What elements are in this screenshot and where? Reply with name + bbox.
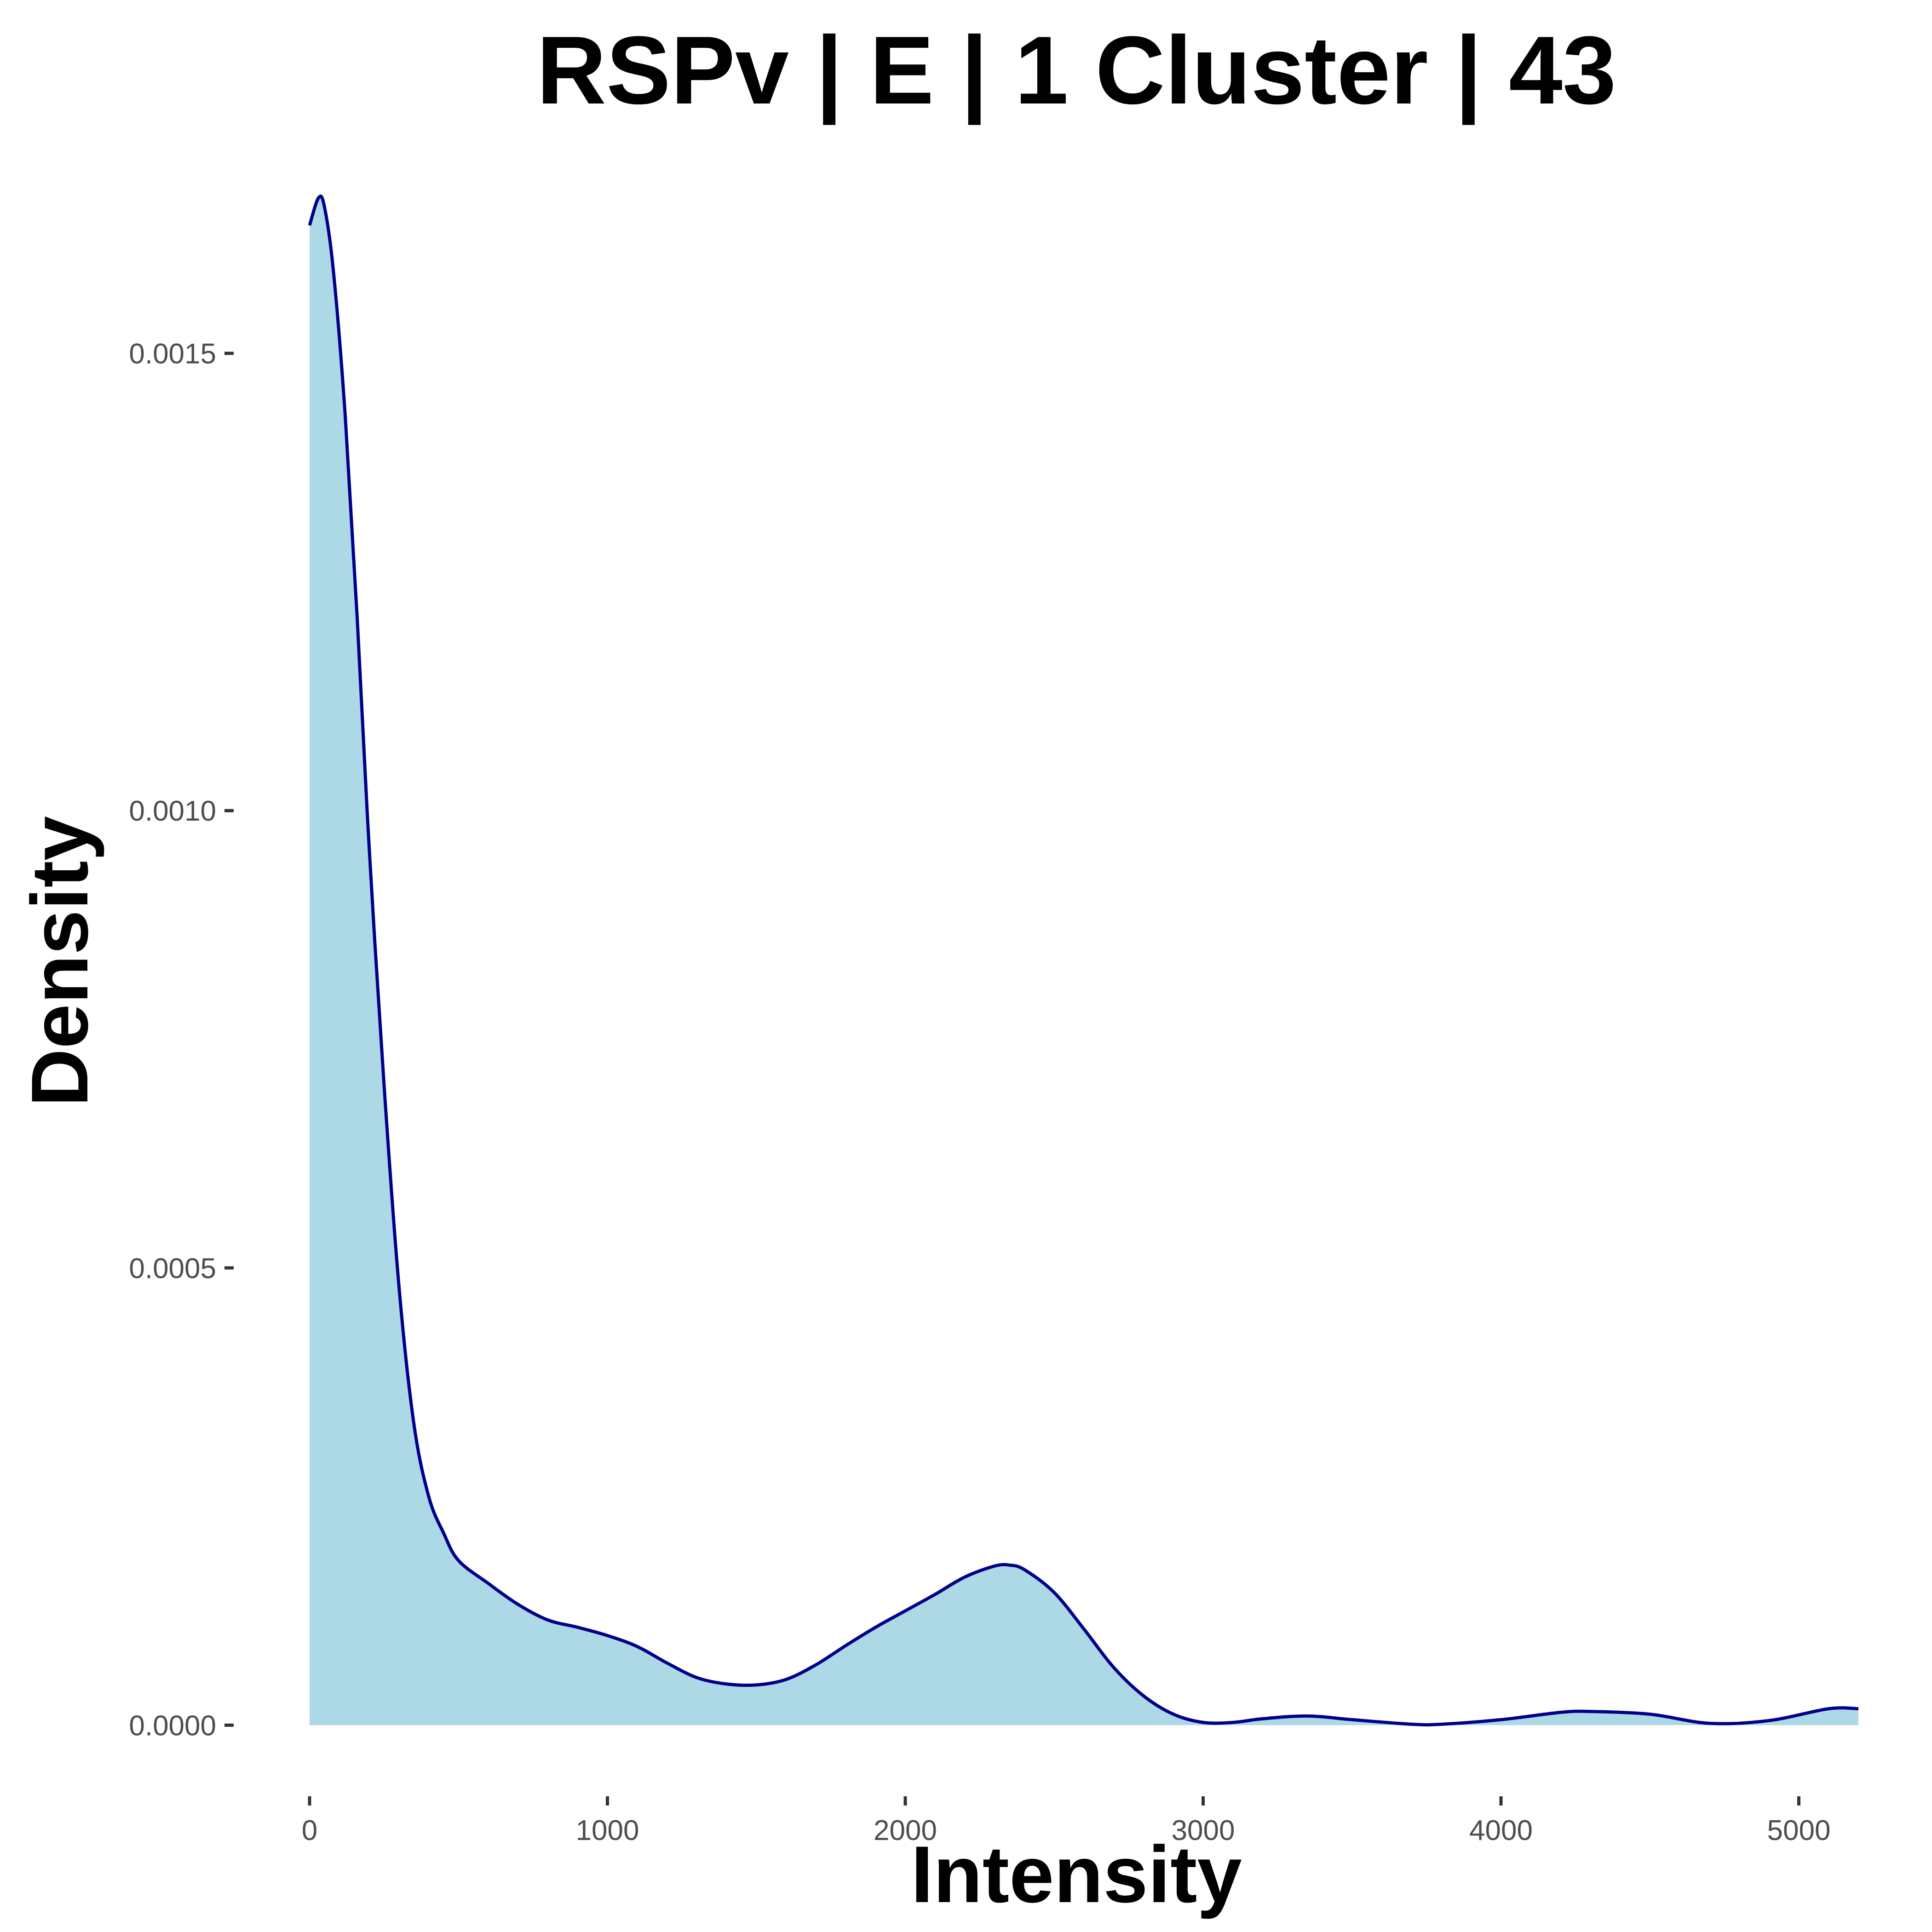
- y-tick-label: 0.0000: [129, 1710, 216, 1742]
- y-tick-label: 0.0005: [129, 1253, 216, 1284]
- y-axis-title: Density: [15, 816, 105, 1107]
- x-tick-label: 0: [302, 1815, 317, 1846]
- density-area: [310, 196, 1858, 1725]
- x-tick-label: 5000: [1767, 1815, 1831, 1846]
- x-axis-title: Intensity: [911, 1830, 1242, 1920]
- y-axis: 0.0000 0.0005 0.0010 0.0015: [129, 338, 234, 1742]
- x-tick-label: 2000: [874, 1815, 937, 1846]
- x-tick-label: 3000: [1172, 1815, 1235, 1846]
- x-axis: 0 1000 2000 3000 4000 5000: [302, 1796, 1831, 1846]
- plot-area: [308, 195, 1859, 1727]
- chart-title: RSPv | E | 1 Cluster | 43: [536, 16, 1616, 125]
- y-tick-label: 0.0010: [129, 795, 216, 827]
- x-tick-label: 4000: [1469, 1815, 1533, 1846]
- density-line: [308, 195, 1859, 1727]
- x-tick-label: 1000: [576, 1815, 639, 1846]
- y-tick-label: 0.0015: [129, 338, 216, 370]
